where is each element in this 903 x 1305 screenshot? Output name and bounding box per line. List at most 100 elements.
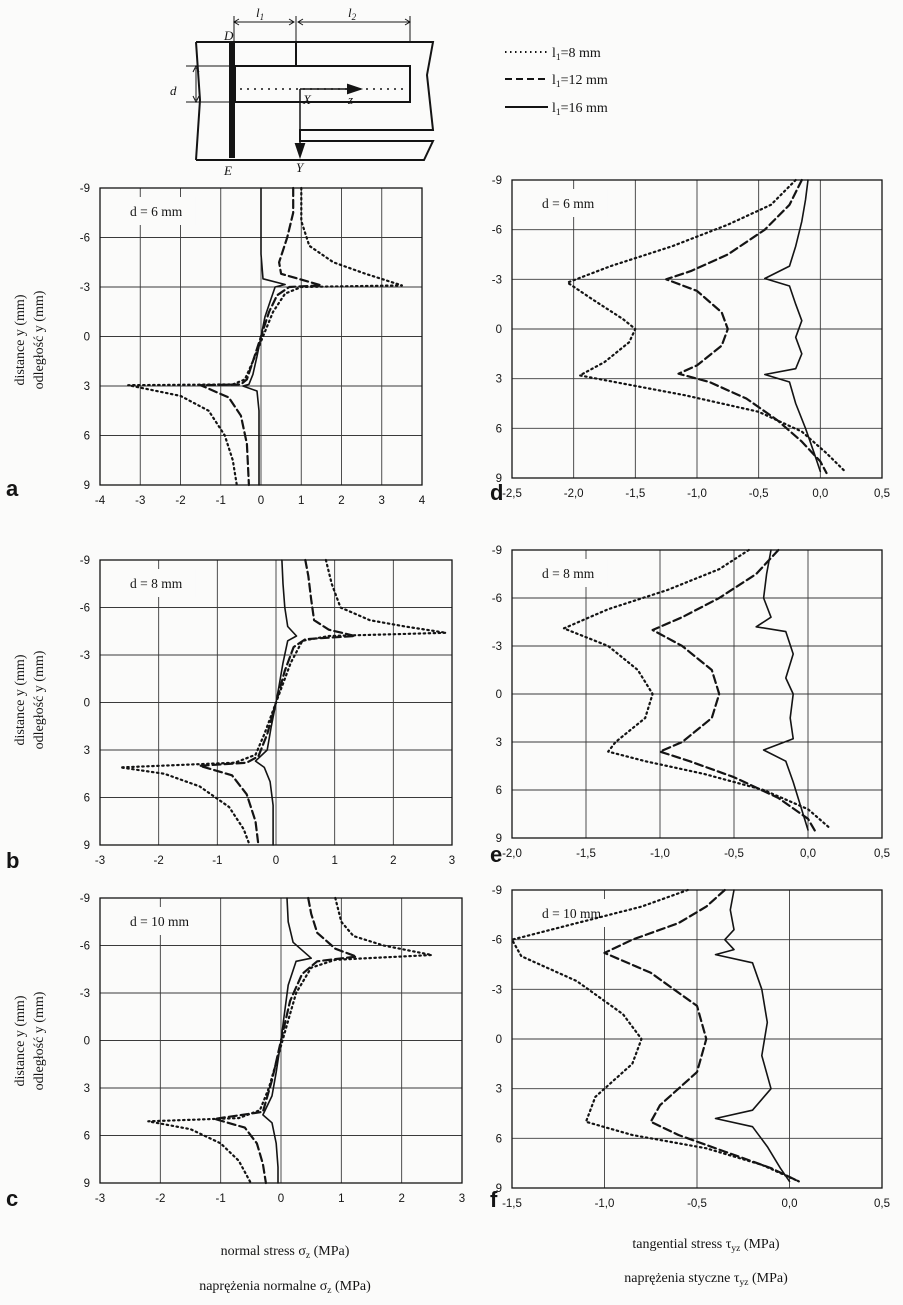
series-line-solid [755,549,809,831]
x-tick-label: 4 [419,495,426,507]
plot-frame [99,559,453,846]
series-line-dashed [603,888,800,1183]
x-tick-label: -1,5 [502,1198,522,1210]
inset-label-bg [534,559,608,587]
panel-letter: a [6,476,19,501]
y-tick-label: 0 [496,1034,502,1046]
svg-text:odległość y (mm): odległość y (mm) [32,991,47,1090]
series-line-dashed [199,186,323,487]
plot-frame [511,549,883,839]
y-axis-title-c: distance y (mm) odległość y (mm) [13,991,47,1090]
panel-inset-label: d = 8 mm [542,566,595,581]
x-axis-title-normal-en: normal stress σz (MPa) [221,1244,350,1261]
panel-inset-label: d = 8 mm [130,576,183,591]
y-tick-label: 0 [496,689,502,701]
panel-letter: f [490,1187,498,1212]
series-line-dashed [213,896,358,1185]
series-line-dashed [665,178,828,475]
legend-entry-solid: l1=16 mm [552,101,608,118]
schematic-label-X: X [302,92,312,107]
y-tick-label: 6 [84,793,90,805]
series-line-solid [262,897,312,1184]
y-tick-label: -6 [492,593,502,605]
legend: l1=8 mm l1=12 mm l1=16 mm [505,46,608,118]
inset-label-bg [122,197,196,225]
inset-label-bg [122,569,196,597]
y-tick-label: -3 [492,641,502,653]
x-tick-label: 0 [273,855,279,867]
x-tick-label: -1 [216,495,226,507]
panels: -4 -3 -2 -1 0 1 2 3 4 -9 -6 -3 0 3 6 9 d = 6 mm a -3 -2 -1 0 1… [6,175,890,1212]
y-tick-label: 0 [84,698,90,710]
series-line-dotted [562,548,832,830]
x-tick-label: -1,5 [625,488,645,500]
x-tick-label: -4 [95,495,106,507]
panel-inset-label: d = 6 mm [130,204,183,219]
svg-text:odległość y (mm): odległość y (mm) [32,650,47,749]
plot-frame [511,179,883,479]
y-tick-label: -6 [80,941,90,953]
y-tick-label: 6 [496,423,502,435]
y-tick-label: -9 [492,885,502,897]
panel-letter: d [490,480,503,505]
x-tick-label: -2 [175,495,185,507]
x-tick-label: -3 [95,1193,105,1205]
y-tick-label: 9 [496,1183,502,1195]
y-tick-label: -6 [492,225,502,237]
x-tick-label: 0,0 [800,848,816,860]
x-tick-label: -2,0 [502,848,522,860]
x-tick-label: 0 [258,495,264,507]
y-tick-label: 9 [496,833,502,845]
x-tick-label: 1 [298,495,304,507]
schematic-label-D: D [223,28,234,43]
x-tick-label: -2 [154,855,164,867]
y-tick-label: -3 [80,282,90,294]
y-tick-label: -9 [492,545,502,557]
y-axis-title-a: distance y (mm) odległość y (mm) [13,290,47,389]
x-tick-label: -0,5 [749,488,769,500]
plot-frame [99,897,463,1184]
x-tick-label: 3 [379,495,385,507]
y-tick-label: 0 [84,332,90,344]
schematic-label-E: E [223,163,232,178]
legend-entry-dotted: l1=8 mm [552,46,601,63]
panel-inset-label: d = 6 mm [542,196,595,211]
svg-text:distance y (mm): distance y (mm) [13,294,28,385]
chart-panel-e: -2,0 -1,5 -1,0 -0,5 0,0 0,5 -9 -6 -3 0 3 6 9 d = 8 mm… [490,545,890,867]
x-tick-label: -1,5 [576,848,596,860]
x-tick-label: 3 [459,1193,465,1205]
inset-label-bg [534,189,608,217]
schematic-label-d: d [170,83,177,98]
x-tick-label: 2 [398,1193,404,1205]
y-tick-label: 6 [84,1131,90,1143]
inset-label-bg [534,899,615,927]
y-tick-label: -9 [80,183,90,195]
x-tick-label: -1,0 [595,1198,615,1210]
panel-letter: e [490,842,502,867]
y-tick-label: 3 [84,1083,90,1095]
x-tick-label: 1 [331,855,337,867]
x-tick-label: -1,0 [650,848,670,860]
y-tick-label: 3 [496,374,502,386]
y-tick-label: -9 [80,893,90,905]
x-tick-label: -2,0 [564,488,584,500]
series-line-solid [242,187,286,486]
x-tick-label: -3 [95,855,105,867]
y-tick-label: 9 [84,840,90,852]
y-tick-label: 9 [84,1178,90,1190]
x-tick-label: 0,0 [782,1198,798,1210]
inset-label-bg [122,907,203,935]
x-tick-label: -2 [155,1193,165,1205]
x-tick-label: 3 [449,855,455,867]
specimen-schematic [186,16,435,161]
series-line-solid [714,889,791,1183]
x-tick-label: -0,5 [687,1198,707,1210]
x-tick-label: -1 [216,1193,226,1205]
x-tick-label: 0,5 [874,1198,890,1210]
y-tick-label: -9 [492,175,502,187]
series-line-dashed [651,548,817,833]
y-tick-label: 9 [496,473,502,485]
series-line-dotted [147,896,433,1185]
y-tick-label: 3 [84,745,90,757]
